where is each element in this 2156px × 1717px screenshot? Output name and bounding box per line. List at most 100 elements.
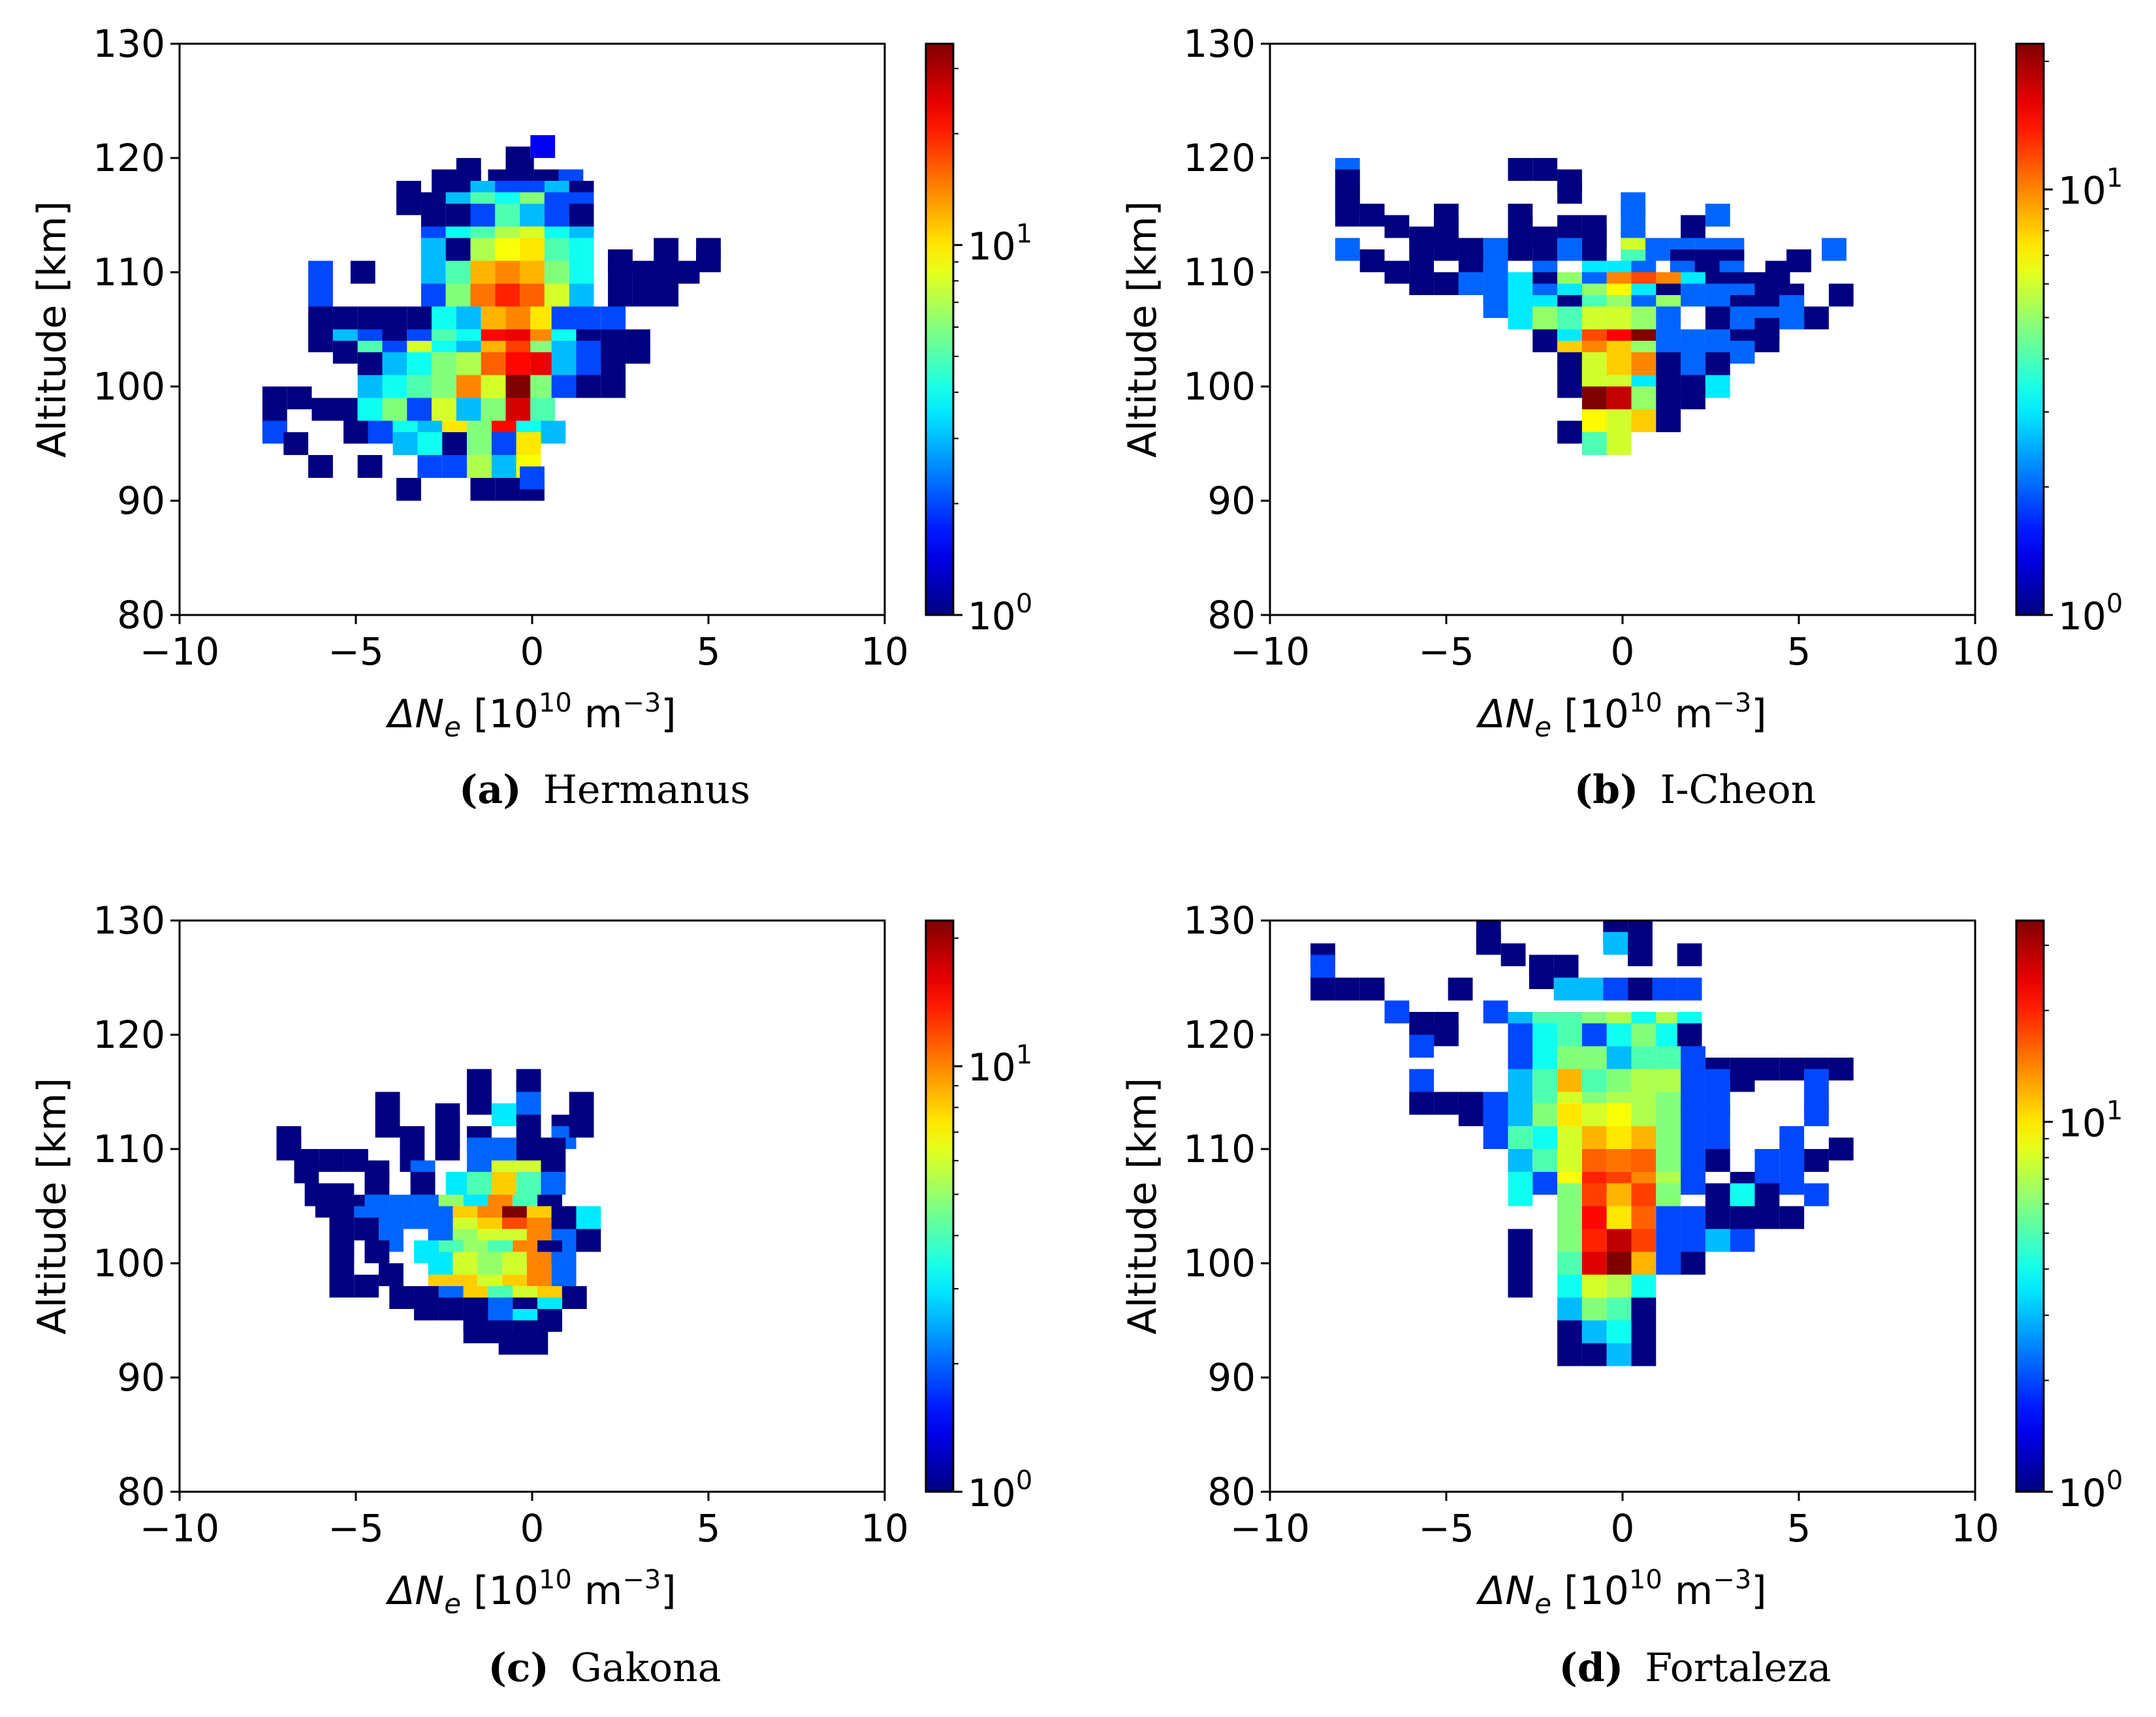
- y-tick-label: 90: [117, 1355, 165, 1400]
- heatmap-cell: [544, 238, 569, 261]
- heatmap-cell: [1532, 1069, 1558, 1092]
- heatmap-cell: [505, 306, 531, 330]
- heatmap-cell: [287, 386, 312, 409]
- x-tick-label: −10: [140, 629, 219, 674]
- x-tick-label: −10: [140, 1506, 219, 1551]
- heatmap-cell: [1409, 238, 1435, 261]
- y-tick-label: 110: [1183, 1127, 1256, 1171]
- heatmap-cell: [1705, 204, 1730, 227]
- heatmap-cell: [1557, 1046, 1582, 1069]
- heatmap-cell: [1631, 1320, 1657, 1344]
- y-tick-label: 100: [1183, 1241, 1256, 1285]
- heatmap-cell: [1754, 1206, 1780, 1229]
- heatmap-cell: [498, 1332, 524, 1355]
- heatmap-cell: [569, 283, 594, 307]
- heatmap-cell: [1557, 1183, 1582, 1206]
- caption-letter-a: (a): [459, 767, 522, 813]
- heatmap-cell: [432, 375, 456, 398]
- heatmap-cell: [1483, 238, 1508, 261]
- heatmap-cell: [1652, 977, 1677, 1001]
- x-axis-label-sup: −3: [622, 1565, 661, 1595]
- x-axis-label-delta-n: ΔN: [1476, 691, 1534, 737]
- heatmap-cell: [1705, 1229, 1730, 1252]
- heatmap-cell: [438, 1297, 464, 1321]
- heatmap-cell: [1581, 1149, 1607, 1172]
- y-axis-label: Altitude [km]: [1120, 1078, 1165, 1335]
- heatmap-cell: [1804, 1149, 1829, 1172]
- heatmap-cell: [1705, 1103, 1730, 1126]
- x-axis-label-sup: 10: [1629, 688, 1662, 718]
- heatmap-cell: [1705, 375, 1730, 398]
- heatmap-cell: [1631, 1183, 1657, 1206]
- heatmap-cell: [1359, 249, 1385, 272]
- heatmap-cell: [467, 455, 492, 478]
- y-tick-label: 100: [93, 364, 165, 409]
- heatmap-cell: [1656, 1046, 1681, 1069]
- x-axis-label-unit: m: [572, 691, 623, 737]
- heatmap-cell: [1532, 329, 1558, 353]
- heatmap-cell: [526, 1252, 552, 1275]
- y-tick-label: 80: [1207, 593, 1256, 637]
- heatmap-cell: [343, 420, 368, 444]
- heatmap-cell: [491, 1103, 516, 1126]
- panel-a: −10 −5 0 5 10 80 90 100 110 120 130 Altitude [km] ΔN…: [29, 22, 1032, 813]
- heatmap-cell: [481, 306, 506, 330]
- heatmap-cell: [1705, 352, 1730, 375]
- heatmap-cell: [1409, 1069, 1435, 1092]
- heatmap-cell: [576, 1229, 601, 1252]
- y-tick-label: 130: [93, 898, 165, 943]
- heatmap-cell: [1606, 1046, 1632, 1069]
- heatmap-cell: [1557, 1320, 1582, 1344]
- heatmap-cell: [1606, 1103, 1632, 1126]
- heatmap-cell: [516, 1092, 541, 1115]
- heatmap-cell: [1681, 1252, 1705, 1275]
- x-tick-label: 10: [1951, 1506, 1999, 1551]
- heatmap-cell: [410, 1172, 436, 1195]
- x-tick-label: 5: [1787, 1506, 1811, 1551]
- heatmap-cell: [452, 1252, 478, 1275]
- heatmap-cell: [1804, 306, 1829, 330]
- heatmap-cell: [396, 192, 421, 215]
- heatmap-cell: [1677, 943, 1702, 966]
- heatmap-cell: [1581, 1297, 1607, 1321]
- colorbar-tick-label: 101: [968, 219, 1032, 268]
- heatmap-cell: [1705, 1149, 1730, 1172]
- heatmap-cell: [1557, 1252, 1582, 1275]
- caption-d: (d) Fortaleza: [1559, 1645, 1831, 1691]
- heatmap-cell: [576, 306, 601, 330]
- heatmap-cell: [1508, 1229, 1533, 1252]
- heatmap-cell: [1631, 1297, 1657, 1321]
- colorbar-tick-label: 101: [2058, 1095, 2123, 1145]
- heatmap-cell: [1483, 295, 1508, 318]
- heatmap-cell: [343, 1149, 368, 1172]
- heatmap-cell: [329, 1252, 355, 1275]
- heatmap-cell: [1581, 1252, 1607, 1275]
- heatmap-cell: [407, 398, 432, 421]
- heatmap-cell: [1621, 204, 1646, 227]
- heatmap-cell: [495, 238, 520, 261]
- heatmap-cell: [1508, 1149, 1533, 1172]
- y-tick-label: 130: [1183, 22, 1256, 66]
- heatmap-cell: [505, 398, 531, 421]
- heatmap-cell: [1656, 1103, 1681, 1126]
- heatmap-cell: [1508, 1046, 1533, 1069]
- heatmap-cell: [481, 398, 506, 421]
- heatmap-cell: [541, 1172, 566, 1195]
- heatmap-cell: [1656, 1206, 1681, 1229]
- heatmap-cell: [551, 352, 577, 375]
- colorbar-tick-label: 100: [2058, 589, 2123, 638]
- caption-a: (a) Hermanus: [459, 767, 750, 813]
- y-tick-label: 120: [1183, 1013, 1256, 1057]
- heatmap-cell: [1606, 386, 1632, 409]
- heatmap-cell: [562, 1286, 587, 1309]
- heatmap-cell: [1786, 249, 1811, 272]
- heatmap-cell: [1656, 352, 1681, 375]
- heatmap-cell: [1557, 352, 1582, 375]
- heatmap-cell: [368, 420, 393, 444]
- caption-name-b: I-Cheon: [1660, 767, 1816, 813]
- heatmap-cell: [463, 1320, 488, 1344]
- heatmap-cell: [569, 238, 594, 261]
- heatmap-cell: [1730, 341, 1755, 364]
- heatmap-cell: [445, 260, 471, 284]
